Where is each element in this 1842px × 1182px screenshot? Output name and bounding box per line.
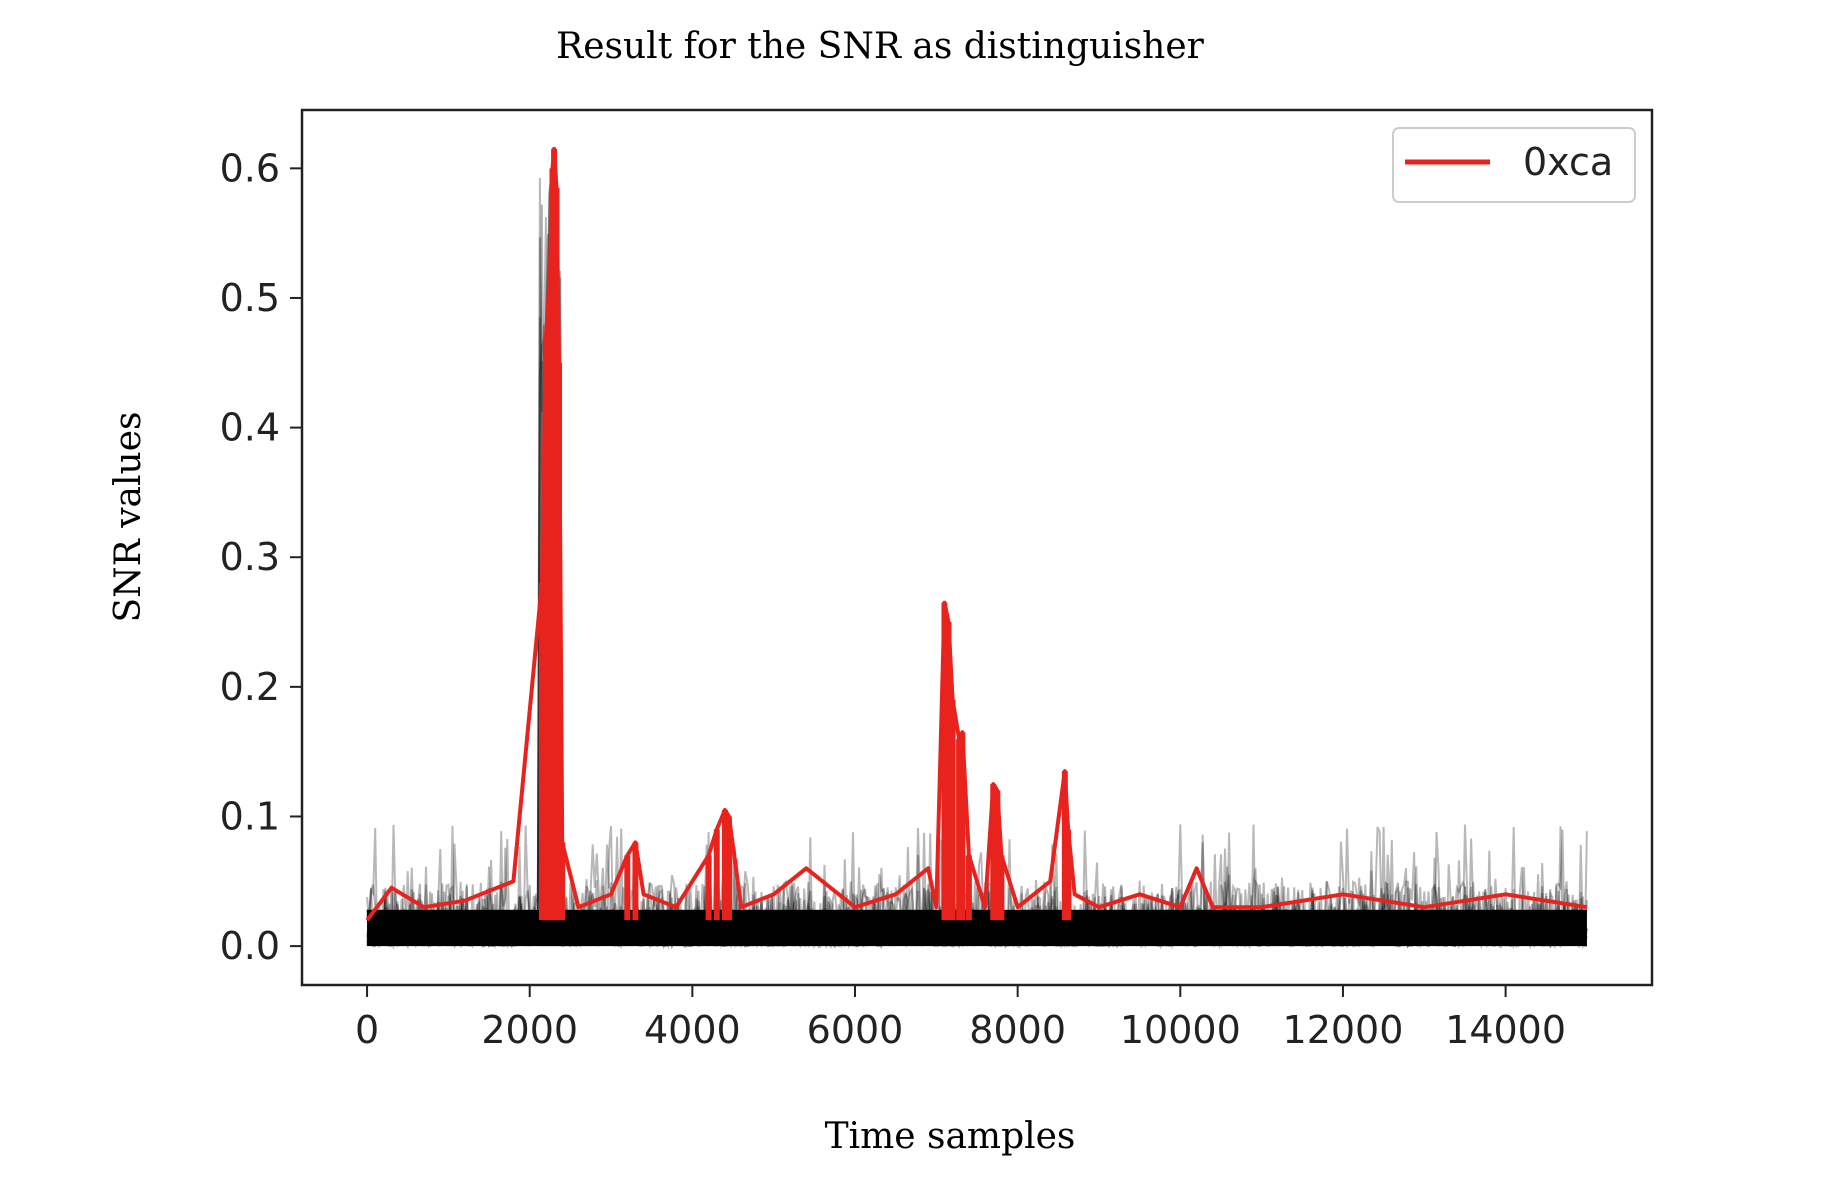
x-tick-label: 2000	[481, 1008, 578, 1052]
y-axis-label: SNR values	[108, 412, 149, 623]
x-tick-label: 8000	[969, 1008, 1066, 1052]
y-tick-label: 0.2	[220, 665, 280, 709]
y-tick-label: 0.3	[220, 535, 280, 579]
x-tick-label: 14000	[1445, 1008, 1566, 1052]
noise-trace	[366, 204, 1588, 950]
y-tick-label: 0.5	[220, 276, 280, 320]
y-tick-label: 0.4	[220, 406, 280, 450]
legend: 0xca	[1392, 127, 1636, 203]
noise-trace	[366, 273, 1588, 950]
y-tick-label: 0.1	[220, 794, 280, 838]
y-tick-label: 0.0	[220, 924, 280, 968]
series-layer	[365, 146, 1588, 922]
x-axis: 0 2000 4000 6000 8000 10000 12000 14000	[355, 985, 1566, 1052]
x-tick-label: 10000	[1120, 1008, 1241, 1052]
x-tick-label: 4000	[644, 1008, 741, 1052]
x-tick-label: 6000	[807, 1008, 904, 1052]
noise-band	[367, 909, 1587, 947]
noise-trace	[366, 177, 1588, 950]
plot-frame	[300, 108, 1654, 987]
y-tick-label: 0.6	[220, 146, 280, 190]
y-axis: 0.0 0.1 0.2 0.3 0.4 0.5 0.6	[220, 146, 302, 968]
chart-title: Result for the SNR as distinguisher	[556, 26, 1205, 67]
x-tick-label: 12000	[1283, 1008, 1404, 1052]
noise-trace	[366, 217, 1588, 950]
legend-label-0xca: 0xca	[1523, 140, 1613, 184]
legend-box	[1392, 127, 1636, 203]
x-axis-label: Time samples	[825, 1116, 1076, 1157]
x-tick-label: 0	[355, 1008, 379, 1052]
noise-trace	[366, 309, 1588, 951]
